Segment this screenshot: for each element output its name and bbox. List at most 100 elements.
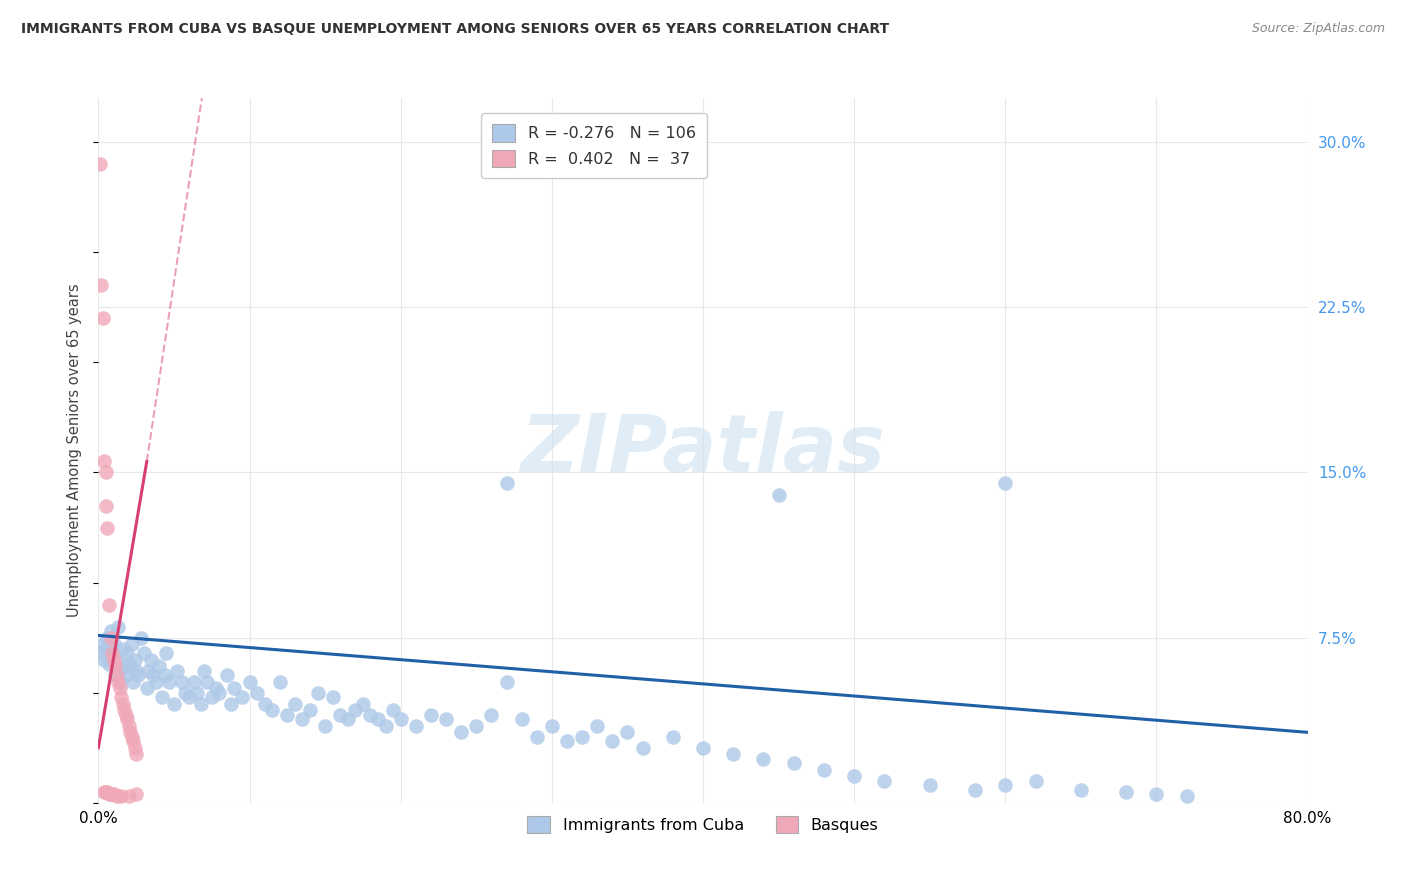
Point (299, 703, 322, 717)
Point (322, 690, 344, 705)
Point (90, 646, 112, 660)
Point (201, 690, 224, 705)
Point (231, 690, 253, 705)
Point (382, 703, 405, 717)
Point (994, 778, 1017, 792)
Point (107, 619, 129, 633)
Point (110, 674, 132, 689)
Point (284, 697, 307, 711)
Point (420, 707, 443, 722)
Point (91, 637, 114, 651)
Point (224, 681, 246, 696)
Y-axis label: Unemployment Among Seniors over 65 years: Unemployment Among Seniors over 65 years (67, 284, 83, 617)
Point (94, 499, 117, 513)
Point (124, 740, 146, 755)
Point (155, 646, 177, 660)
Point (405, 719, 427, 733)
Point (141, 653, 163, 667)
Point (125, 664, 148, 678)
Point (127, 668, 149, 682)
Point (108, 664, 131, 678)
Point (98, 787, 121, 801)
Point (122, 674, 145, 689)
Point (602, 734, 624, 748)
Point (118, 657, 141, 671)
Point (631, 740, 654, 755)
Point (125, 787, 148, 801)
Point (555, 734, 578, 748)
Point (114, 668, 136, 682)
Point (450, 725, 472, 739)
Point (193, 664, 215, 678)
Point (124, 653, 146, 667)
Point (132, 646, 155, 660)
Point (586, 719, 609, 733)
Point (110, 789, 132, 804)
Point (148, 659, 170, 673)
Point (110, 690, 132, 705)
Point (1175, 789, 1198, 804)
Point (111, 697, 134, 711)
Point (253, 697, 276, 711)
Point (994, 476, 1017, 491)
Point (91, 311, 114, 326)
Point (96, 631, 118, 645)
Point (100, 631, 122, 645)
Point (112, 703, 135, 717)
Point (367, 712, 389, 726)
Point (307, 686, 329, 700)
Point (105, 668, 128, 682)
Point (360, 707, 382, 722)
Point (159, 674, 181, 689)
Point (352, 697, 374, 711)
Point (104, 659, 127, 673)
Point (153, 668, 176, 682)
Point (205, 681, 228, 696)
Point (692, 740, 714, 755)
Point (813, 763, 835, 777)
Text: ZIPatlas: ZIPatlas (520, 411, 886, 490)
Point (122, 734, 145, 748)
Point (96, 785, 118, 799)
Point (112, 659, 135, 673)
Point (616, 725, 638, 739)
Point (336, 712, 359, 726)
Point (768, 487, 790, 501)
Point (105, 789, 128, 804)
Point (173, 686, 195, 700)
Point (918, 778, 941, 792)
Point (1070, 782, 1092, 797)
Point (374, 719, 396, 733)
Point (314, 719, 336, 733)
Point (276, 707, 298, 722)
Point (844, 769, 866, 783)
Point (121, 637, 143, 651)
Point (115, 712, 138, 726)
Point (481, 707, 503, 722)
Point (1144, 787, 1167, 801)
Point (125, 747, 148, 762)
Point (89, 157, 111, 171)
Point (166, 664, 188, 678)
Point (752, 752, 775, 766)
Point (90, 278, 112, 293)
Point (103, 637, 125, 651)
Point (111, 641, 134, 656)
Point (107, 674, 129, 689)
Point (121, 730, 143, 744)
Point (163, 697, 186, 711)
Point (118, 789, 141, 804)
Point (965, 782, 987, 797)
Point (136, 664, 159, 678)
Point (661, 730, 683, 744)
Point (100, 787, 122, 801)
Point (104, 668, 127, 682)
Point (94, 466, 117, 480)
Point (190, 697, 212, 711)
Point (100, 624, 122, 638)
Point (783, 756, 806, 771)
Point (186, 686, 208, 700)
Point (142, 668, 165, 682)
Point (150, 690, 173, 705)
Text: IMMIGRANTS FROM CUBA VS BASQUE UNEMPLOYMENT AMONG SENIORS OVER 65 YEARS CORRELAT: IMMIGRANTS FROM CUBA VS BASQUE UNEMPLOYM… (21, 22, 889, 37)
